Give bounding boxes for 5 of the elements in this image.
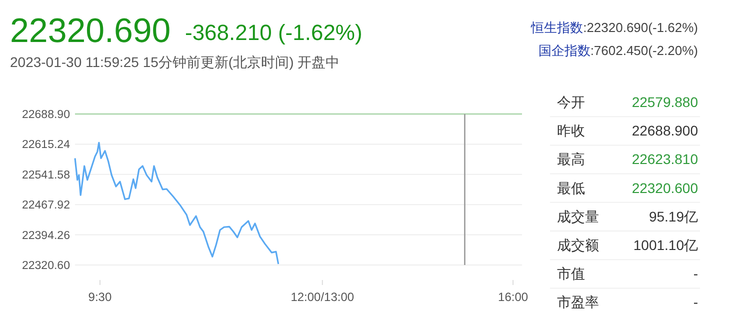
annotation: 2023-01-30 11:59:25 15分钟前更新(北京时间) 开盘中: [10, 54, 340, 70]
title: 22320.690: [10, 12, 171, 50]
annotation: -368.210 (-1.62%): [185, 20, 362, 45]
annotation: 国企指数:7602.450(-2.20%): [538, 43, 698, 58]
annotation: 恒生指数:22320.690(-1.62%): [531, 20, 698, 35]
